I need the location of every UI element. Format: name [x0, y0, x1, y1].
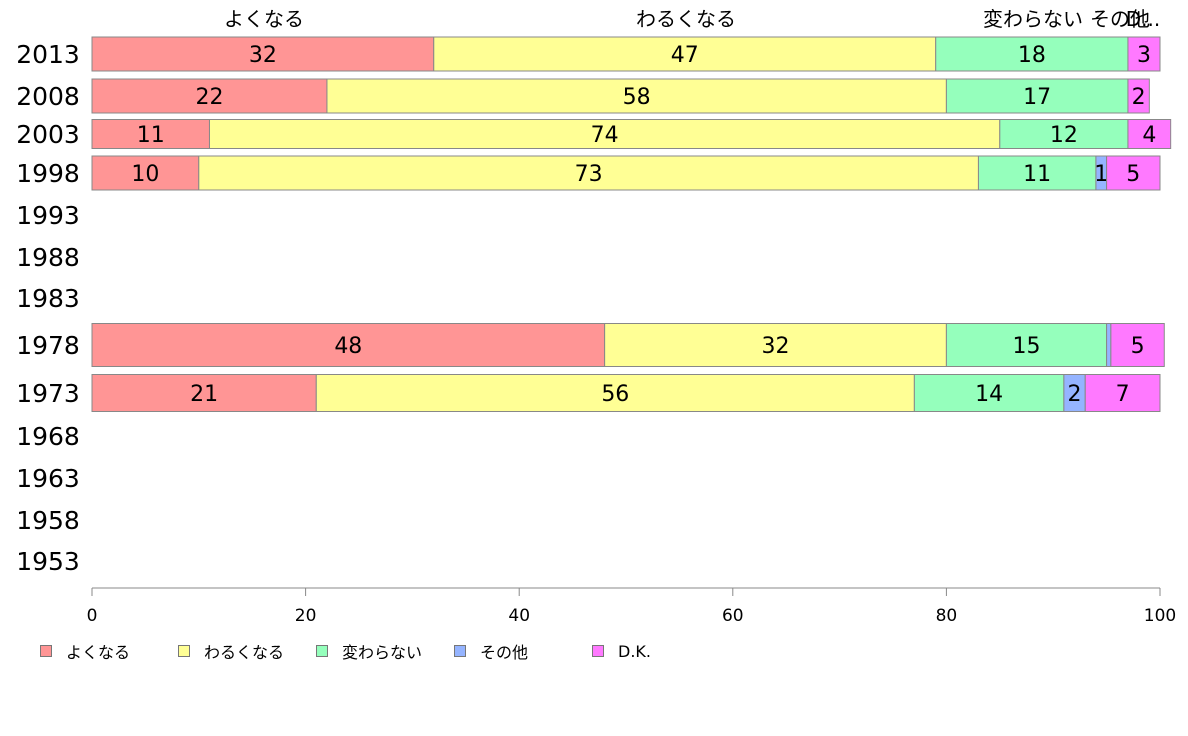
- bar-segment: [91, 36, 435, 72]
- data-label: 3: [1137, 43, 1151, 68]
- bar-segment: [208, 119, 1001, 149]
- year-label: 1988: [16, 243, 80, 272]
- top-category-label: 変わらない: [983, 7, 1083, 31]
- bar-segment: [1106, 155, 1161, 191]
- legend-swatch: [40, 645, 52, 657]
- year-label: 2008: [16, 82, 80, 111]
- year-label: 1958: [16, 506, 80, 535]
- year-label: 2013: [16, 40, 80, 69]
- bar-segment: [977, 155, 1097, 191]
- data-label: 4: [1142, 123, 1156, 148]
- legend-label: D.K.: [618, 641, 651, 661]
- bar-segment: [315, 374, 915, 412]
- x-tick-label: 80: [936, 606, 958, 626]
- legend-swatch: [316, 645, 328, 657]
- data-label: 11: [1023, 162, 1051, 187]
- top-category-label: その他: [1090, 7, 1150, 31]
- bar-segment: [604, 323, 947, 367]
- top-category-label: D...: [1126, 7, 1160, 31]
- year-label: 1968: [16, 422, 80, 451]
- bar-segment: [91, 323, 606, 367]
- legend-item: その他: [454, 639, 592, 663]
- year-label: 1973: [16, 379, 80, 408]
- bar-segment: [1084, 374, 1161, 412]
- top-category-label: よくなる: [224, 7, 304, 31]
- data-label: 48: [334, 334, 362, 359]
- bar-segment: [91, 155, 200, 191]
- data-label: 58: [623, 85, 651, 110]
- bar-segment: [913, 374, 1065, 412]
- data-label: 12: [1050, 123, 1078, 148]
- data-label: 32: [762, 334, 790, 359]
- bar-segment: [1106, 323, 1112, 367]
- data-label: 17: [1023, 85, 1051, 110]
- legend-label: よくなる: [66, 643, 131, 662]
- legend-label: わるくなる: [204, 643, 285, 662]
- legend-label: 変わらない: [342, 643, 423, 662]
- data-label: 21: [190, 382, 218, 407]
- bar-segment: [91, 119, 210, 149]
- data-label: 56: [601, 382, 629, 407]
- data-label: 74: [591, 123, 619, 148]
- data-label: 15: [1013, 334, 1041, 359]
- data-label: 14: [975, 382, 1003, 407]
- data-label: 2: [1132, 85, 1146, 110]
- data-label: 22: [195, 85, 223, 110]
- year-label: 1983: [16, 284, 80, 313]
- bar-segment: [999, 119, 1129, 149]
- legend-swatch: [178, 645, 190, 657]
- data-label: 32: [249, 43, 277, 68]
- year-label: 1998: [16, 159, 80, 188]
- data-label: 18: [1018, 43, 1046, 68]
- data-label: 73: [575, 162, 603, 187]
- data-label: 5: [1126, 162, 1140, 187]
- year-label: 1953: [16, 547, 80, 576]
- data-label: 10: [131, 162, 159, 187]
- legend-item: よくなる: [40, 639, 178, 663]
- year-label: 1993: [16, 201, 80, 230]
- x-tick-label: 40: [508, 606, 530, 626]
- bar-segment: [1127, 119, 1172, 149]
- bar-segment: [91, 78, 328, 114]
- legend-swatch: [454, 645, 466, 657]
- legend-item: わるくなる: [178, 639, 316, 663]
- bar-segment: [935, 36, 1129, 72]
- bar-segment: [1127, 36, 1161, 72]
- legend-item: D.K.: [592, 642, 692, 661]
- data-label: 5: [1131, 334, 1145, 359]
- legend-item: 変わらない: [316, 639, 454, 663]
- bar-segment: [326, 78, 947, 114]
- bar-segment: [945, 78, 1129, 114]
- bar-segment: [1127, 78, 1150, 114]
- year-label: 1978: [16, 331, 80, 360]
- x-tick-label: 100: [1144, 606, 1176, 626]
- top-category-label: わるくなる: [636, 7, 736, 31]
- x-tick-label: 0: [87, 606, 98, 626]
- data-label: 1: [1094, 162, 1108, 187]
- bar-segment: [433, 36, 937, 72]
- year-label: 2003: [16, 120, 80, 149]
- data-label: 2: [1068, 382, 1082, 407]
- data-label: 11: [137, 123, 165, 148]
- legend-swatch: [592, 645, 604, 657]
- x-tick-label: 20: [295, 606, 317, 626]
- bar-segment: [1110, 323, 1165, 367]
- x-tick-label: 60: [722, 606, 744, 626]
- bar-segment: [198, 155, 979, 191]
- data-label: 47: [671, 43, 699, 68]
- legend: よくなる わるくなる 変わらない その他 D.K.: [40, 640, 692, 662]
- year-label: 1963: [16, 464, 80, 493]
- bar-segment: [91, 374, 317, 412]
- legend-label: その他: [480, 643, 529, 662]
- data-label: 7: [1116, 382, 1130, 407]
